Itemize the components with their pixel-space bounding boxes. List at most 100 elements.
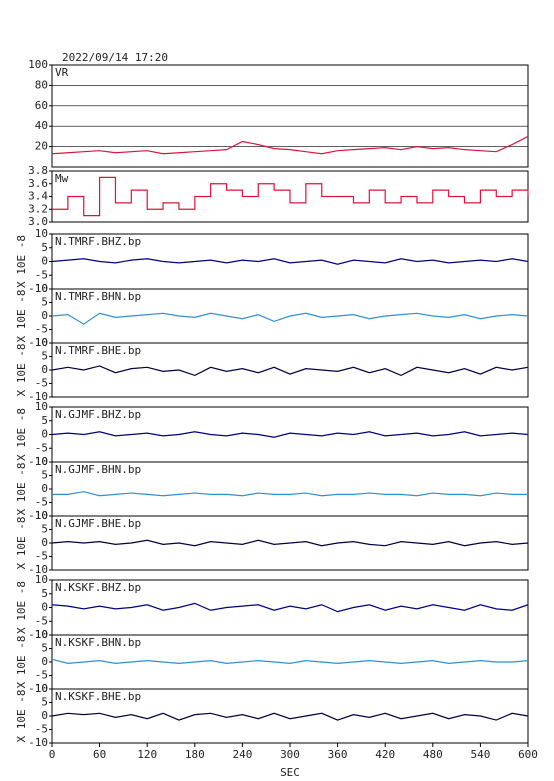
y-tick-label: 5 [41,414,48,427]
y-tick-label: 5 [41,296,48,309]
y-tick-label: 0 [41,655,48,668]
y-tick-label: -10 [28,282,48,295]
y-tick-label: -10 [28,336,48,349]
y-tick-label: 0 [41,709,48,722]
y-tick-label: -5 [35,550,48,563]
data-line [51,258,529,265]
data-line [51,658,529,664]
series-label: N.KSKF.BHN.bp [55,636,141,649]
y-axis-label: X 10E -8 [15,344,28,397]
series-label: N.TMRF.BHE.bp [55,344,141,357]
y-tick-label: -5 [35,323,48,336]
x-tick-label: 180 [185,748,205,761]
y-tick-label: 10 [35,573,48,586]
y-tick-label: -10 [28,509,48,522]
series-label: VR [55,66,69,79]
y-tick-label: -10 [28,628,48,641]
data-line [51,312,529,325]
y-axis-label: X 10E -8 [15,290,28,343]
x-tick-label: 60 [93,748,106,761]
series-label: N.GJMF.BHZ.bp [55,408,141,421]
x-axis-label: SEC [280,766,300,779]
y-tick-label: 3.6 [28,177,48,190]
y-tick-label: 100 [28,58,48,71]
y-tick-label: 0 [41,601,48,614]
y-tick-label: 5 [41,241,48,254]
y-tick-label: 5 [41,642,48,655]
y-axis-label: X 10E -8 [15,517,28,570]
x-tick-label: 240 [232,748,252,761]
series-label: N.KSKF.BHE.bp [55,690,141,703]
x-tick-label: 120 [137,748,157,761]
series-label: N.TMRF.BHZ.bp [55,235,141,248]
data-line [51,365,529,377]
y-axis-label: X 10E -8 [15,581,28,634]
y-tick-label: 5 [41,696,48,709]
x-tick-label: 540 [470,748,490,761]
y-tick-label: -5 [35,614,48,627]
y-tick-label: 5 [41,587,48,600]
y-tick-label: 3.2 [28,202,48,215]
y-tick-label: -10 [28,390,48,403]
data-line [51,431,529,438]
y-tick-label: 10 [35,628,48,641]
data-line [51,712,529,721]
x-tick-label: 480 [423,748,443,761]
y-tick-label: 5 [41,469,48,482]
data-line [51,602,529,613]
chart-title: 2022/09/14 17:20 [62,51,168,64]
y-tick-label: -5 [35,441,48,454]
y-tick-label: 0 [41,428,48,441]
y-tick-label: -10 [28,455,48,468]
x-tick-label: 360 [328,748,348,761]
y-tick-label: 0 [41,363,48,376]
y-tick-label: 80 [35,78,48,91]
y-tick-label: -10 [28,563,48,576]
y-tick-label: -5 [35,377,48,390]
y-axis-label: X 10E -8 [15,408,28,461]
y-tick-label: 5 [41,350,48,363]
y-axis-label: X 10E -8 [15,636,28,689]
x-tick-label: 600 [518,748,538,761]
x-tick-label: 420 [375,748,395,761]
y-tick-label: 10 [35,682,48,695]
y-tick-label: 10 [35,455,48,468]
data-line [51,539,529,547]
y-tick-label: 3.8 [28,164,48,177]
y-axis-label: X 10E -8 [15,235,28,288]
y-tick-label: 3.4 [28,190,48,203]
y-tick-label: -10 [28,736,48,749]
y-tick-label: -5 [35,723,48,736]
y-tick-label: 10 [35,400,48,413]
y-tick-label: -5 [35,669,48,682]
y-tick-label: 5 [41,523,48,536]
y-tick-label: 20 [35,140,48,153]
series-label: N.KSKF.BHZ.bp [55,581,141,594]
data-line [52,491,528,497]
series-label: N.GJMF.BHN.bp [55,463,141,476]
series-label: Mw [55,172,69,185]
y-tick-label: 60 [35,99,48,112]
y-tick-label: -10 [28,682,48,695]
data-line [52,176,529,217]
y-tick-label: 10 [35,227,48,240]
y-tick-label: 3.0 [28,215,48,228]
y-tick-label: 0 [41,536,48,549]
y-tick-label: -5 [35,268,48,281]
y-tick-label: 0 [41,482,48,495]
x-tick-label: 0 [49,748,56,761]
y-tick-label: -5 [35,496,48,509]
y-tick-label: 10 [35,282,48,295]
series-label: N.TMRF.BHN.bp [55,290,141,303]
y-tick-label: 40 [35,119,48,132]
y-tick-label: 0 [41,255,48,268]
y-tick-label: 0 [41,309,48,322]
y-tick-label: 10 [35,336,48,349]
y-axis-label: X 10E -8 [15,690,28,743]
x-tick-label: 300 [280,748,300,761]
y-tick-label: 10 [35,509,48,522]
y-axis-label: X 10E -8 [15,463,28,516]
data-line [51,135,529,155]
series-label: N.GJMF.BHE.bp [55,517,141,530]
